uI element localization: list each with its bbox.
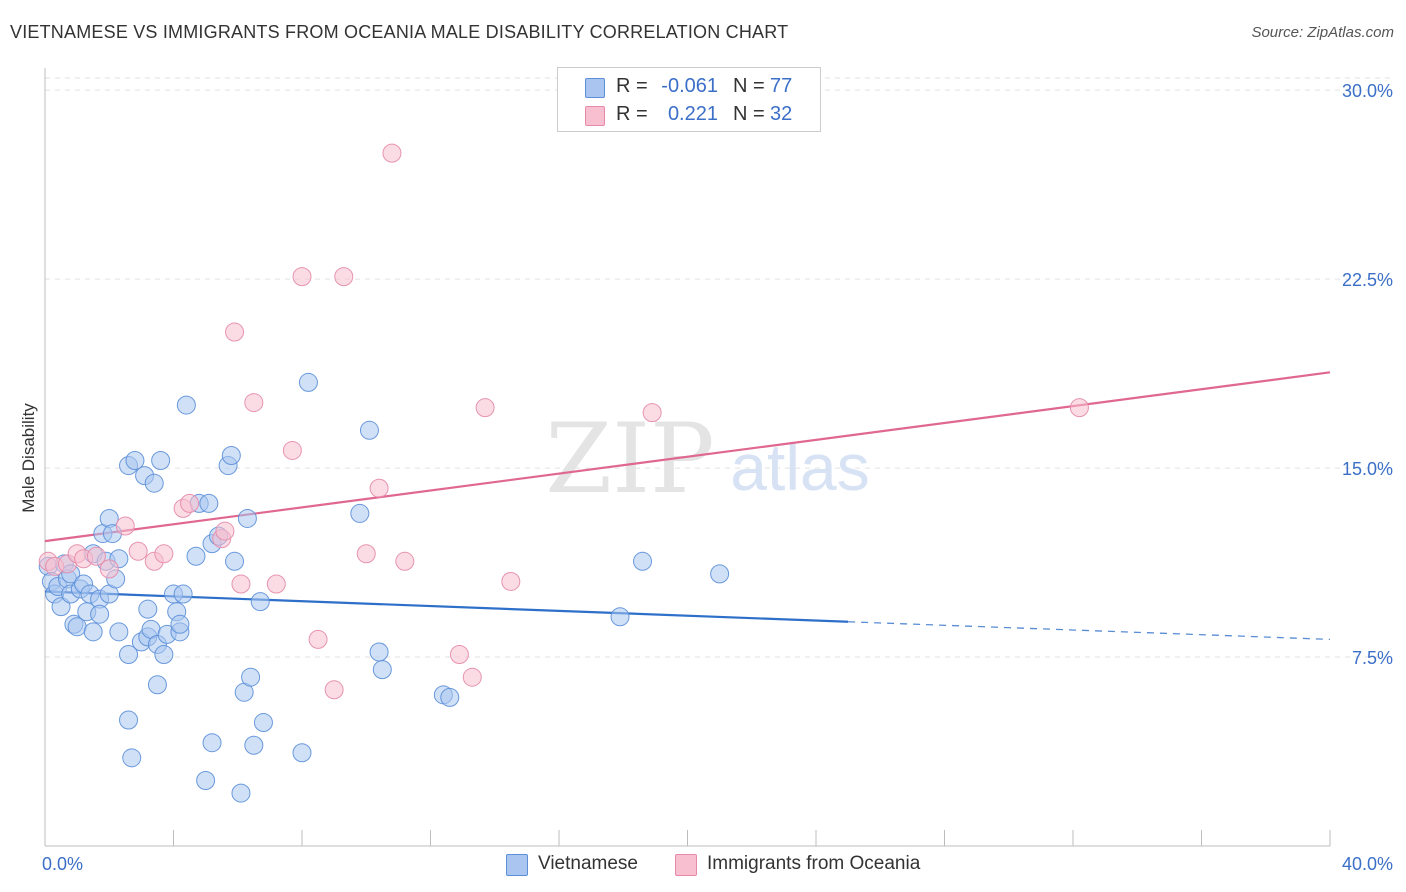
y-tick-label: 22.5% [1342, 270, 1393, 290]
legend-swatch-oceania [675, 854, 697, 876]
point-oceania [462, 667, 482, 687]
point-vietnamese [122, 748, 142, 768]
y-tick-label: 30.0% [1342, 81, 1393, 101]
point-oceania [449, 645, 469, 665]
point-oceania [475, 398, 495, 418]
point-vietnamese [253, 713, 273, 733]
point-vietnamese [90, 604, 110, 624]
legend-n-label: N = [733, 103, 765, 125]
point-vietnamese [237, 508, 257, 528]
point-oceania [99, 559, 119, 579]
point-vietnamese [440, 687, 460, 707]
point-vietnamese [151, 451, 171, 471]
point-vietnamese [170, 614, 190, 634]
point-oceania [324, 680, 344, 700]
point-vietnamese [83, 622, 103, 642]
point-vietnamese [119, 645, 139, 665]
source-label: Source: ZipAtlas.com [1251, 24, 1394, 41]
point-oceania [154, 544, 174, 564]
point-oceania [501, 571, 521, 591]
point-vietnamese [359, 420, 379, 440]
legend-label-vietnamese: Vietnamese [538, 853, 638, 874]
point-oceania [308, 629, 328, 649]
legend-n-label: N = [733, 75, 765, 97]
point-oceania [369, 478, 389, 498]
point-vietnamese [710, 564, 730, 584]
point-vietnamese [154, 645, 174, 665]
point-vietnamese [144, 473, 164, 493]
legend-r-label: R = [616, 75, 648, 97]
point-vietnamese [369, 642, 389, 662]
point-vietnamese [51, 597, 71, 617]
point-oceania [215, 521, 235, 541]
point-oceania [382, 143, 402, 163]
correlation-legend: R = -0.061 N = 77 R = 0.221 N = 32 [557, 67, 821, 132]
legend-r-value: -0.061 [661, 75, 718, 97]
legend-label-oceania: Immigrants from Oceania [707, 853, 921, 874]
point-vietnamese [202, 733, 222, 753]
axis-layer [44, 68, 1331, 847]
trendline-extension-vietnamese [848, 621, 1331, 641]
point-vietnamese [225, 551, 245, 571]
legend-swatch-vietnamese [506, 854, 528, 876]
series-legend: Vietnamese Immigrants from Oceania [0, 852, 1406, 878]
point-oceania [86, 546, 106, 566]
point-oceania [395, 551, 415, 571]
point-vietnamese [633, 551, 653, 571]
point-vietnamese [119, 710, 139, 730]
x-tick-label: 40.0% [1342, 854, 1393, 874]
legend-swatch-vietnamese [585, 78, 605, 98]
y-tick-label: 15.0% [1342, 459, 1393, 479]
point-oceania [282, 440, 302, 460]
y-axis-title: Male Disability [19, 403, 38, 513]
point-oceania [244, 393, 264, 413]
point-vietnamese [176, 395, 196, 415]
legend-r-value: 0.221 [667, 103, 718, 125]
point-vietnamese [221, 445, 241, 465]
point-oceania [356, 544, 376, 564]
point-vietnamese [109, 622, 129, 642]
legend-row-vietnamese: R = -0.061 N = 77 [558, 74, 820, 102]
legend-n-value: 77 [770, 75, 793, 97]
point-oceania [180, 493, 200, 513]
point-oceania [231, 574, 251, 594]
point-vietnamese [372, 660, 392, 680]
point-vietnamese [244, 735, 264, 755]
trendline-oceania [44, 371, 1331, 543]
point-vietnamese [610, 607, 630, 627]
point-vietnamese [196, 770, 216, 790]
point-vietnamese [298, 372, 318, 392]
point-oceania [1069, 398, 1089, 418]
point-oceania [334, 267, 354, 287]
point-vietnamese [147, 675, 167, 695]
point-oceania [225, 322, 245, 342]
watermark: ZIP atlas [545, 403, 869, 515]
chart-title: VIETNAMESE VS IMMIGRANTS FROM OCEANIA MA… [10, 22, 789, 42]
point-layer [38, 143, 1089, 803]
point-oceania [266, 574, 286, 594]
point-oceania [128, 541, 148, 561]
point-vietnamese [241, 667, 261, 687]
legend-swatch-oceania [585, 106, 605, 126]
point-vietnamese [186, 546, 206, 566]
point-vietnamese [292, 743, 312, 763]
point-vietnamese [199, 493, 219, 513]
legend-row-oceania: R = 0.221 N = 32 [558, 102, 820, 130]
y-tick-label: 7.5% [1352, 648, 1393, 668]
x-tick-label: 0.0% [42, 854, 83, 874]
point-vietnamese [173, 584, 193, 604]
watermark-zip: ZIP [545, 403, 714, 515]
label-layer: 7.5% 15.0% 22.5% 30.0% 0.0% 40.0% Male Disabil… [19, 81, 1393, 874]
point-oceania [115, 516, 135, 536]
legend-r-label: R = [616, 103, 648, 125]
point-vietnamese [250, 592, 270, 612]
point-oceania [642, 403, 662, 423]
point-vietnamese [350, 503, 370, 523]
point-vietnamese [138, 599, 158, 619]
point-vietnamese [125, 451, 145, 471]
point-oceania [292, 267, 312, 287]
legend-n-value: 32 [770, 103, 793, 125]
point-vietnamese [231, 783, 251, 803]
